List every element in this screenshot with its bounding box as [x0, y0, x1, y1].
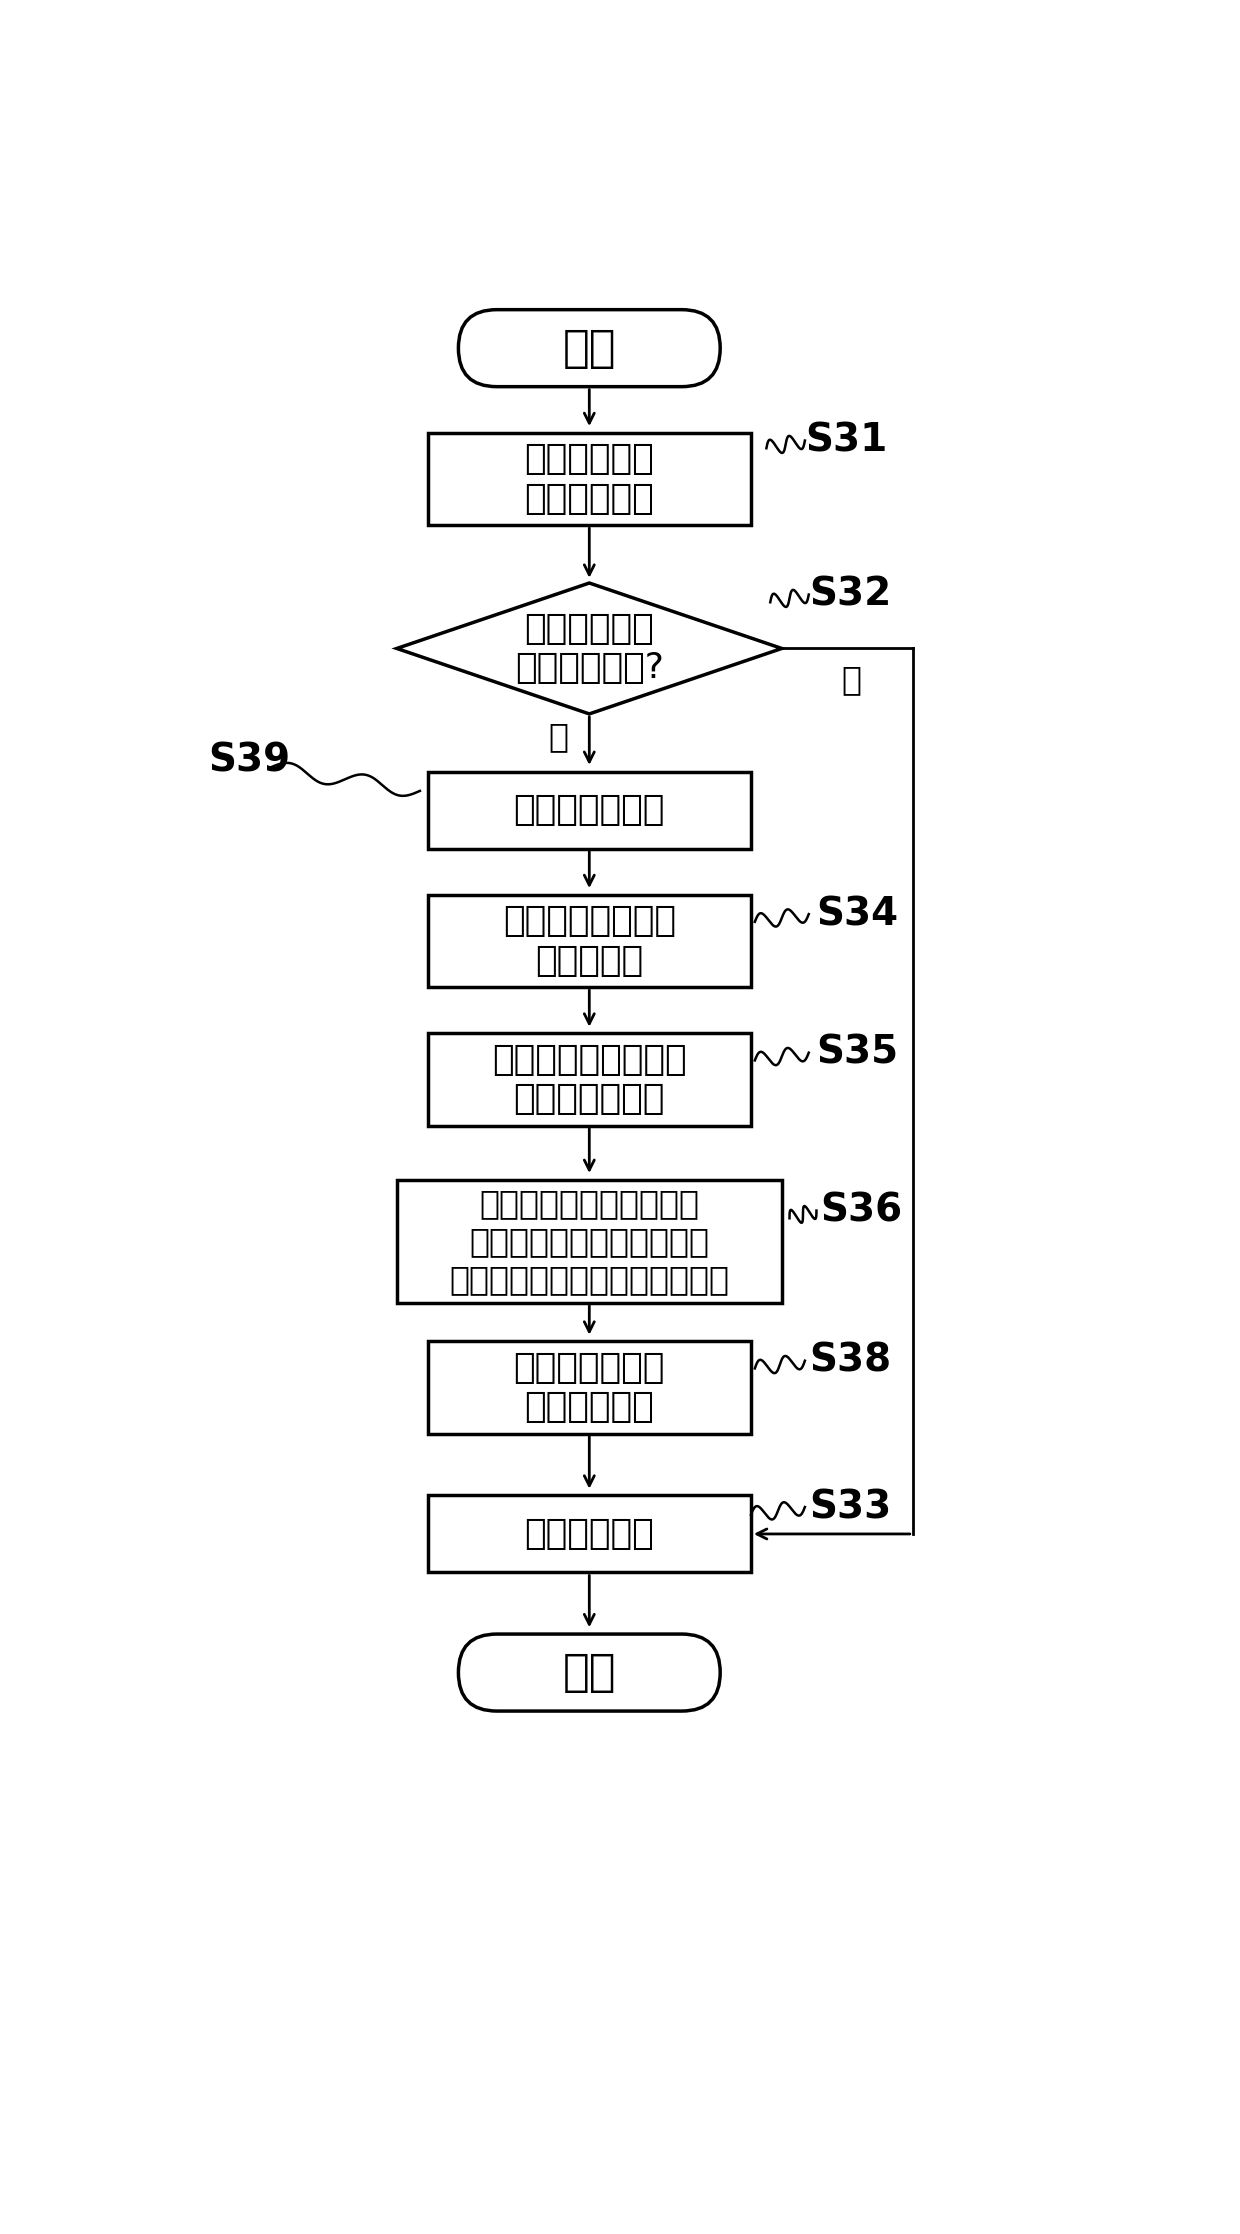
- Bar: [428, 896, 751, 987]
- Text: 结束: 结束: [563, 1651, 616, 1693]
- Text: 运转全部空调机: 运转全部空调机: [513, 793, 665, 827]
- FancyBboxPatch shape: [459, 1633, 720, 1711]
- Text: S33: S33: [808, 1488, 892, 1526]
- Bar: [428, 433, 751, 525]
- FancyBboxPatch shape: [459, 311, 720, 386]
- Text: S39: S39: [208, 742, 290, 780]
- Text: 获取、汇总各服务器
的吸气温度信息: 获取、汇总各服务器 的吸气温度信息: [492, 1043, 687, 1117]
- Text: S34: S34: [816, 896, 899, 934]
- Bar: [428, 1495, 751, 1573]
- Text: 开始: 开始: [563, 326, 616, 369]
- Text: 是否决定了应
启动的服务器?: 是否决定了应 启动的服务器?: [515, 612, 663, 686]
- Text: S35: S35: [816, 1034, 899, 1072]
- Text: 启动该服务器: 启动该服务器: [525, 1517, 655, 1550]
- Text: 是: 是: [841, 663, 861, 695]
- Bar: [428, 771, 751, 849]
- Text: 否: 否: [548, 722, 568, 753]
- Text: S32: S32: [808, 576, 892, 614]
- Text: 记录该应启动的
服务器的信息: 记录该应启动的 服务器的信息: [513, 1352, 665, 1425]
- Text: 决定将运转中的服务器的
吸气温度的最大值为最小的
服务器作为接下来启动的服务器: 决定将运转中的服务器的 吸气温度的最大值为最小的 服务器作为接下来启动的服务器: [449, 1186, 729, 1296]
- Text: S36: S36: [821, 1191, 903, 1229]
- Text: 通报停止中的
服务器的启动: 通报停止中的 服务器的启动: [525, 442, 655, 516]
- Text: S38: S38: [808, 1343, 890, 1381]
- Text: 逐一启动目前停止
中的服务器: 逐一启动目前停止 中的服务器: [502, 905, 676, 978]
- Bar: [428, 1034, 751, 1126]
- Bar: [428, 1340, 751, 1434]
- Text: S31: S31: [805, 422, 887, 460]
- Bar: [397, 1180, 781, 1302]
- Polygon shape: [397, 583, 781, 715]
